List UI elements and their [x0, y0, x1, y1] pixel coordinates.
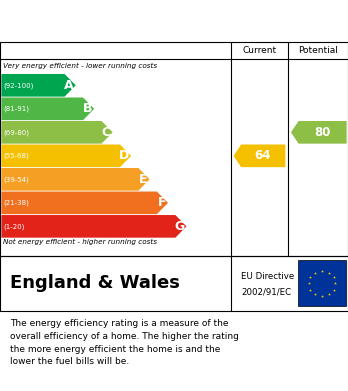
Text: 64: 64 [255, 149, 271, 162]
Text: (21-38): (21-38) [3, 199, 29, 206]
Polygon shape [1, 97, 94, 120]
Text: Not energy efficient - higher running costs: Not energy efficient - higher running co… [3, 239, 158, 245]
Text: Very energy efficient - lower running costs: Very energy efficient - lower running co… [3, 63, 158, 69]
Text: England & Wales: England & Wales [10, 274, 180, 292]
Text: B: B [83, 102, 93, 115]
Polygon shape [1, 168, 150, 191]
Text: 2002/91/EC: 2002/91/EC [241, 288, 291, 297]
Text: (69-80): (69-80) [3, 129, 30, 136]
Text: The energy efficiency rating is a measure of the
overall efficiency of a home. T: The energy efficiency rating is a measur… [10, 319, 239, 366]
Text: Potential: Potential [298, 46, 338, 55]
Polygon shape [1, 121, 113, 143]
Bar [298, 260, 346, 307]
Text: D: D [119, 149, 129, 162]
Polygon shape [291, 121, 347, 143]
Polygon shape [1, 192, 168, 214]
Polygon shape [1, 145, 131, 167]
Text: A: A [64, 79, 74, 92]
Text: F: F [158, 196, 166, 209]
Polygon shape [1, 215, 187, 238]
Text: EU Directive: EU Directive [241, 272, 294, 281]
Text: Energy Efficiency Rating: Energy Efficiency Rating [10, 13, 220, 29]
Text: G: G [174, 220, 185, 233]
Text: (81-91): (81-91) [3, 106, 30, 112]
Text: Current: Current [242, 46, 277, 55]
Text: 80: 80 [314, 126, 331, 139]
Text: E: E [139, 173, 148, 186]
Polygon shape [1, 74, 76, 97]
Text: C: C [102, 126, 111, 139]
Text: (92-100): (92-100) [3, 82, 34, 88]
Polygon shape [234, 145, 285, 167]
Text: (55-68): (55-68) [3, 152, 29, 159]
Text: (1-20): (1-20) [3, 223, 25, 230]
Text: (39-54): (39-54) [3, 176, 29, 183]
